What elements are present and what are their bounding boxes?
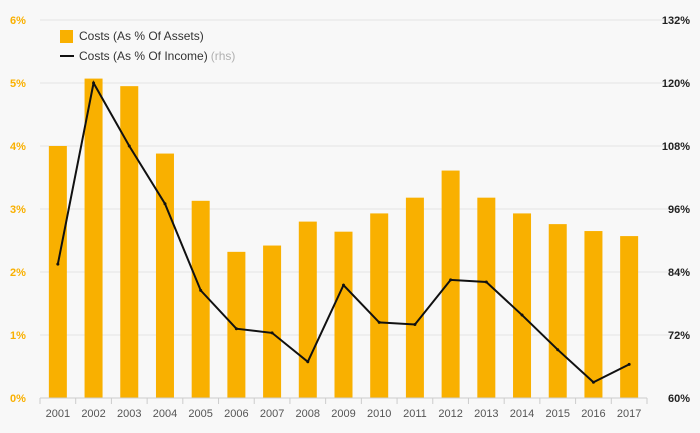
right-axis-tick-label: 72% — [668, 330, 690, 342]
line-point-2012[interactable] — [449, 278, 453, 282]
line-point-2002[interactable] — [92, 81, 96, 85]
x-axis-tick-label: 2002 — [81, 408, 105, 420]
left-axis-tick-label: 3% — [10, 204, 26, 216]
x-axis-tick-label: 2006 — [224, 408, 248, 420]
legend-line-suffix: (rhs) — [210, 49, 236, 63]
x-axis-tick-label: 2009 — [331, 408, 355, 420]
line-point-2007[interactable] — [270, 331, 274, 335]
line-point-2011[interactable] — [413, 323, 417, 326]
line-point-2017[interactable] — [627, 362, 631, 366]
left-axis-tick-label: 4% — [10, 141, 26, 153]
right-axis-tick-label: 96% — [668, 204, 690, 216]
line-point-2014[interactable] — [520, 313, 524, 317]
x-axis-tick-label: 2016 — [581, 408, 605, 420]
line-point-2009[interactable] — [342, 283, 345, 287]
bar-series — [48, 78, 639, 399]
line-point-2013[interactable] — [484, 280, 488, 284]
x-axis-tick-label: 2012 — [438, 408, 462, 420]
bar-2013[interactable] — [477, 197, 496, 398]
x-axis-tick-label: 2011 — [403, 408, 427, 420]
right-axis-tick-label: 60% — [668, 393, 690, 405]
line-point-2004[interactable] — [163, 202, 167, 206]
bar-2005[interactable] — [191, 200, 210, 398]
line-point-2001[interactable] — [56, 262, 60, 266]
line-point-2010[interactable] — [377, 320, 381, 324]
left-axis-tick-label: 5% — [10, 78, 26, 90]
legend: Costs (As % Of Assets) Costs (As % Of In… — [60, 26, 235, 66]
legend-bar-swatch — [60, 29, 73, 43]
bar-2008[interactable] — [298, 221, 317, 398]
right-axis-tick-label: 108% — [662, 141, 690, 153]
line-point-2005[interactable] — [199, 288, 203, 292]
line-point-2016[interactable] — [591, 380, 595, 384]
legend-item-line[interactable]: Costs (As % Of Income) (rhs) — [60, 46, 235, 66]
right-axis-tick-label: 132% — [662, 15, 690, 27]
bar-2009[interactable] — [334, 231, 353, 398]
bar-2016[interactable] — [584, 231, 603, 398]
x-axis-tick-label: 2004 — [153, 408, 177, 420]
left-axis-tick-label: 6% — [10, 15, 26, 27]
left-axis-tick-label: 2% — [10, 267, 26, 279]
x-axis-tick-label: 2005 — [188, 408, 212, 420]
x-axis-tick-label: 2003 — [117, 408, 141, 420]
line-point-2015[interactable] — [556, 348, 560, 352]
axes: 0% 60% 1% 72% 2% 84% 3% 96% 4% 108% 5% 120% 6% 132% 20… — [10, 15, 690, 420]
bar-2014[interactable] — [513, 213, 532, 398]
x-axis-tick-label: 2010 — [367, 408, 391, 420]
legend-bar-label: Costs (As % Of Assets) — [79, 29, 204, 43]
bar-2017[interactable] — [620, 236, 639, 398]
bar-2006[interactable] — [227, 251, 246, 398]
x-axis-tick-label: 2008 — [296, 408, 320, 420]
bar-2010[interactable] — [370, 213, 389, 398]
line-point-2008[interactable] — [306, 360, 310, 364]
bar-2004[interactable] — [155, 153, 174, 398]
x-axis-tick-label: 2017 — [617, 408, 641, 420]
bar-2001[interactable] — [48, 146, 67, 398]
line-series — [56, 80, 631, 384]
bar-2002[interactable] — [84, 78, 103, 398]
x-axis-tick-label: 2001 — [46, 408, 70, 420]
bar-2003[interactable] — [120, 86, 139, 399]
right-axis-tick-label: 120% — [662, 78, 690, 90]
left-axis-tick-label: 1% — [10, 330, 26, 342]
line-point-2003[interactable] — [127, 144, 131, 148]
x-axis-tick-label: 2013 — [474, 408, 498, 420]
right-axis-tick-label: 84% — [668, 267, 690, 279]
bar-2007[interactable] — [263, 245, 282, 398]
legend-line-label: Costs (As % Of Income) — [79, 49, 208, 63]
bar-2012[interactable] — [441, 170, 460, 398]
grid-lines — [40, 19, 690, 336]
bar-2015[interactable] — [548, 224, 567, 398]
line-point-2006[interactable] — [234, 327, 238, 331]
left-axis-tick-label: 0% — [10, 393, 26, 405]
bar-2011[interactable] — [405, 197, 424, 398]
legend-line-swatch — [60, 55, 74, 57]
legend-item-bar[interactable]: Costs (As % Of Assets) — [60, 26, 235, 46]
x-axis-tick-label: 2015 — [545, 408, 569, 420]
x-axis-tick-label: 2014 — [510, 408, 534, 420]
x-axis-tick-label: 2007 — [260, 408, 284, 420]
